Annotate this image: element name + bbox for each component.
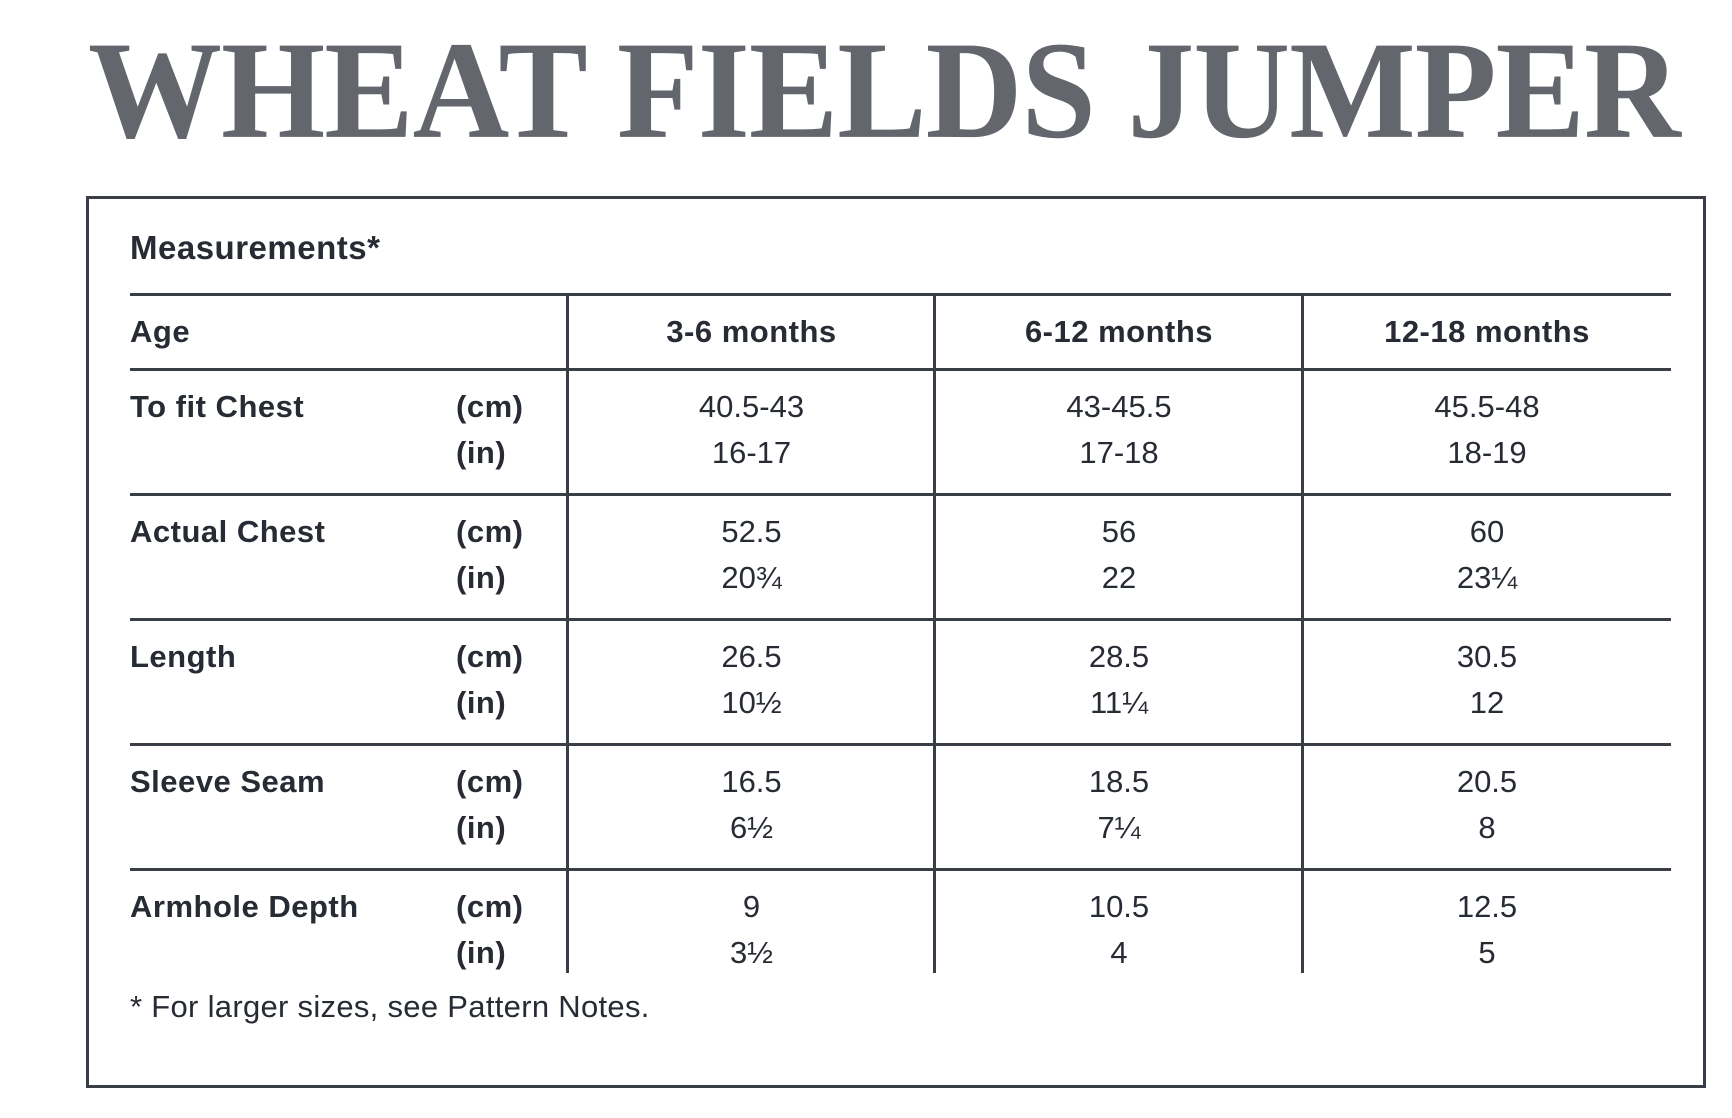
measurements-table: Age 3-6 months 6-12 months 12-18 months … bbox=[130, 293, 1671, 973]
unit-cm: (cm) bbox=[456, 639, 524, 674]
row-units: (cm) (in) bbox=[456, 634, 568, 743]
table-row-sleeve-seam: Sleeve Seam (cm) (in) 16.5 6½ 18.5 7¼ 20… bbox=[130, 746, 1671, 871]
header-size-3: 12-18 months bbox=[1384, 314, 1590, 349]
row-label-cell: Length (cm) (in) bbox=[130, 621, 568, 743]
value-cell: 56 22 bbox=[935, 496, 1303, 618]
value-cm: 40.5-43 bbox=[698, 389, 805, 424]
unit-in: (in) bbox=[456, 810, 507, 845]
row-units: (cm) (in) bbox=[456, 884, 568, 976]
value-in: 4 bbox=[1110, 935, 1128, 970]
unit-in: (in) bbox=[456, 685, 507, 720]
row-label: Armhole Depth bbox=[130, 889, 359, 924]
table-row-armhole-depth: Armhole Depth (cm) (in) 9 3½ 10.5 4 12.5 bbox=[130, 871, 1671, 973]
column-divider bbox=[566, 296, 569, 973]
value-in: 8 bbox=[1478, 810, 1496, 845]
value-cell: 18.5 7¼ bbox=[935, 746, 1303, 868]
value-cell: 28.5 11¼ bbox=[935, 621, 1303, 743]
value-cell: 9 3½ bbox=[568, 871, 935, 976]
row-units: (cm) (in) bbox=[456, 384, 568, 493]
header-size-1: 3-6 months bbox=[666, 314, 837, 349]
value-in: 17-18 bbox=[1079, 435, 1159, 470]
row-units: (cm) (in) bbox=[456, 759, 568, 868]
table-row-length: Length (cm) (in) 26.5 10½ 28.5 11¼ 30.5 bbox=[130, 621, 1671, 746]
row-label: To fit Chest bbox=[130, 389, 305, 424]
header-age: Age bbox=[130, 314, 191, 349]
value-cm: 20.5 bbox=[1456, 764, 1518, 799]
value-cell: 10.5 4 bbox=[935, 871, 1303, 976]
value-cell: 52.5 20¾ bbox=[568, 496, 935, 618]
page-title: WHEAT FIELDS JUMPER bbox=[88, 13, 1681, 168]
value-cell: 12.5 5 bbox=[1303, 871, 1671, 976]
value-cm: 60 bbox=[1469, 514, 1505, 549]
footnote: * For larger sizes, see Pattern Notes. bbox=[130, 989, 650, 1024]
value-cm: 12.5 bbox=[1456, 889, 1518, 924]
value-cell: 60 23¼ bbox=[1303, 496, 1671, 618]
table-row-to-fit-chest: To fit Chest (cm) (in) 40.5-43 16-17 43-… bbox=[130, 371, 1671, 496]
value-cell: 40.5-43 16-17 bbox=[568, 371, 935, 493]
value-cm: 43-45.5 bbox=[1066, 389, 1172, 424]
column-divider bbox=[1301, 296, 1304, 973]
header-size-2: 6-12 months bbox=[1024, 314, 1214, 349]
value-cm: 9 bbox=[742, 889, 761, 924]
value-cell: 30.5 12 bbox=[1303, 621, 1671, 743]
value-cm: 10.5 bbox=[1088, 889, 1150, 924]
value-cell: 43-45.5 17-18 bbox=[935, 371, 1303, 493]
value-cell: 20.5 8 bbox=[1303, 746, 1671, 868]
unit-cm: (cm) bbox=[456, 764, 524, 799]
row-label: Sleeve Seam bbox=[130, 764, 326, 799]
value-cm: 30.5 bbox=[1456, 639, 1518, 674]
value-in: 16-17 bbox=[711, 435, 792, 470]
table-row-actual-chest: Actual Chest (cm) (in) 52.5 20¾ 56 22 60 bbox=[130, 496, 1671, 621]
value-in: 22 bbox=[1101, 560, 1137, 595]
unit-cm: (cm) bbox=[456, 889, 524, 924]
value-in: 10½ bbox=[721, 685, 782, 720]
column-divider bbox=[933, 296, 936, 973]
value-in: 20¾ bbox=[721, 560, 782, 595]
value-in: 6½ bbox=[729, 810, 774, 845]
row-label-cell: Actual Chest (cm) (in) bbox=[130, 496, 568, 618]
row-label-cell: Sleeve Seam (cm) (in) bbox=[130, 746, 568, 868]
row-label-cell: Armhole Depth (cm) (in) bbox=[130, 871, 568, 976]
value-in: 23¼ bbox=[1456, 560, 1518, 595]
value-cm: 16.5 bbox=[721, 764, 782, 799]
value-cell: 16.5 6½ bbox=[568, 746, 935, 868]
row-units: (cm) (in) bbox=[456, 509, 568, 618]
unit-in: (in) bbox=[456, 560, 507, 595]
table-header-row: Age 3-6 months 6-12 months 12-18 months bbox=[130, 296, 1671, 371]
value-cm: 18.5 bbox=[1088, 764, 1150, 799]
unit-in: (in) bbox=[456, 935, 507, 970]
unit-in: (in) bbox=[456, 435, 507, 470]
row-label-cell: To fit Chest (cm) (in) bbox=[130, 371, 568, 493]
value-in: 5 bbox=[1478, 935, 1496, 970]
value-cell: 26.5 10½ bbox=[568, 621, 935, 743]
unit-cm: (cm) bbox=[456, 514, 524, 549]
measurements-panel: Measurements* Age 3-6 months 6-12 months… bbox=[86, 196, 1706, 1088]
value-in: 18-19 bbox=[1447, 435, 1527, 470]
value-in: 3½ bbox=[729, 935, 774, 970]
value-cm: 26.5 bbox=[721, 639, 782, 674]
unit-cm: (cm) bbox=[456, 389, 524, 424]
value-in: 12 bbox=[1469, 685, 1505, 720]
value-cm: 45.5-48 bbox=[1434, 389, 1540, 424]
row-label: Length bbox=[130, 639, 237, 674]
measurements-heading: Measurements* bbox=[130, 229, 381, 266]
value-cm: 52.5 bbox=[721, 514, 782, 549]
row-label: Actual Chest bbox=[130, 514, 326, 549]
value-cm: 56 bbox=[1101, 514, 1137, 549]
value-cell: 45.5-48 18-19 bbox=[1303, 371, 1671, 493]
value-cm: 28.5 bbox=[1088, 639, 1150, 674]
value-in: 7¼ bbox=[1097, 810, 1141, 845]
value-in: 11¼ bbox=[1089, 685, 1149, 720]
